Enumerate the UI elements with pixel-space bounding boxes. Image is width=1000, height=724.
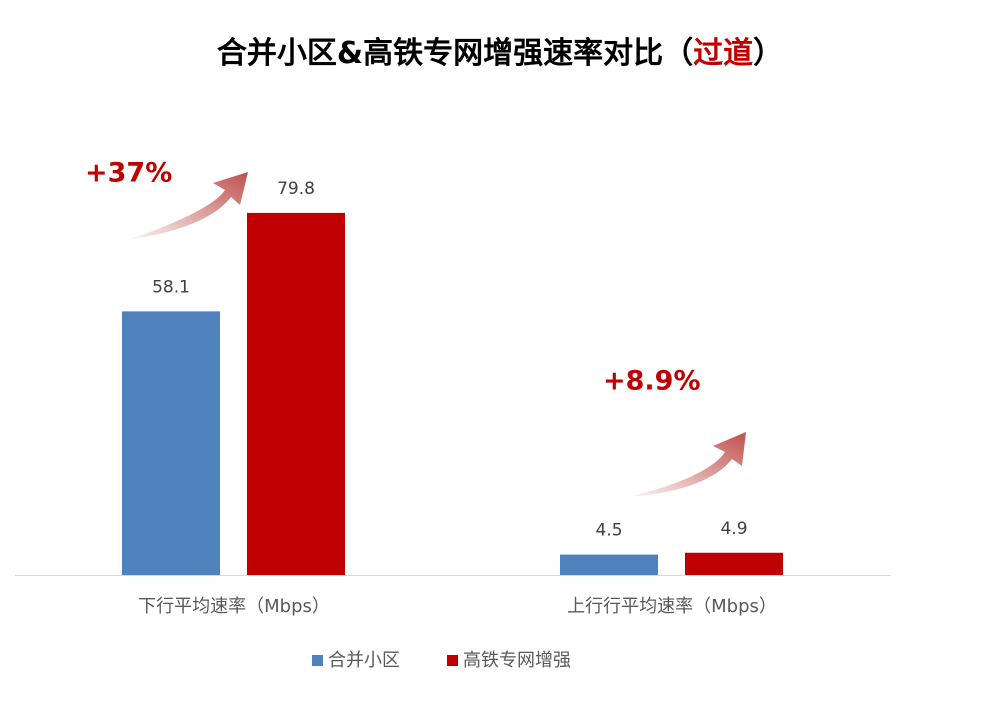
arrow xyxy=(628,432,746,497)
title-part: ） xyxy=(753,36,783,71)
title-part: 过道 xyxy=(693,36,753,71)
bar xyxy=(247,212,345,575)
legend-swatch xyxy=(312,655,323,666)
arrow xyxy=(128,172,248,240)
legend-swatch xyxy=(447,655,458,666)
annotation: +8.9% xyxy=(603,366,701,397)
bar xyxy=(560,554,658,575)
chart-title: 合并小区&高铁专网增强速率对比（过道） xyxy=(217,36,783,71)
annotation: +37% xyxy=(85,158,172,189)
x-tick-label: 上行行平均速率（Mbps） xyxy=(567,596,777,617)
bar xyxy=(122,311,220,575)
legend-label: 合并小区 xyxy=(328,650,400,671)
value-label: 58.1 xyxy=(152,277,190,297)
legend-label: 高铁专网增强 xyxy=(463,650,571,671)
value-label: 79.8 xyxy=(277,179,315,199)
x-tick-label: 下行平均速率（Mbps） xyxy=(138,596,330,617)
value-label: 4.9 xyxy=(720,519,747,539)
value-label: 4.5 xyxy=(595,521,622,541)
bar xyxy=(685,552,783,575)
title-part: 合并小区&高铁专网增强速率对比（ xyxy=(217,36,693,71)
